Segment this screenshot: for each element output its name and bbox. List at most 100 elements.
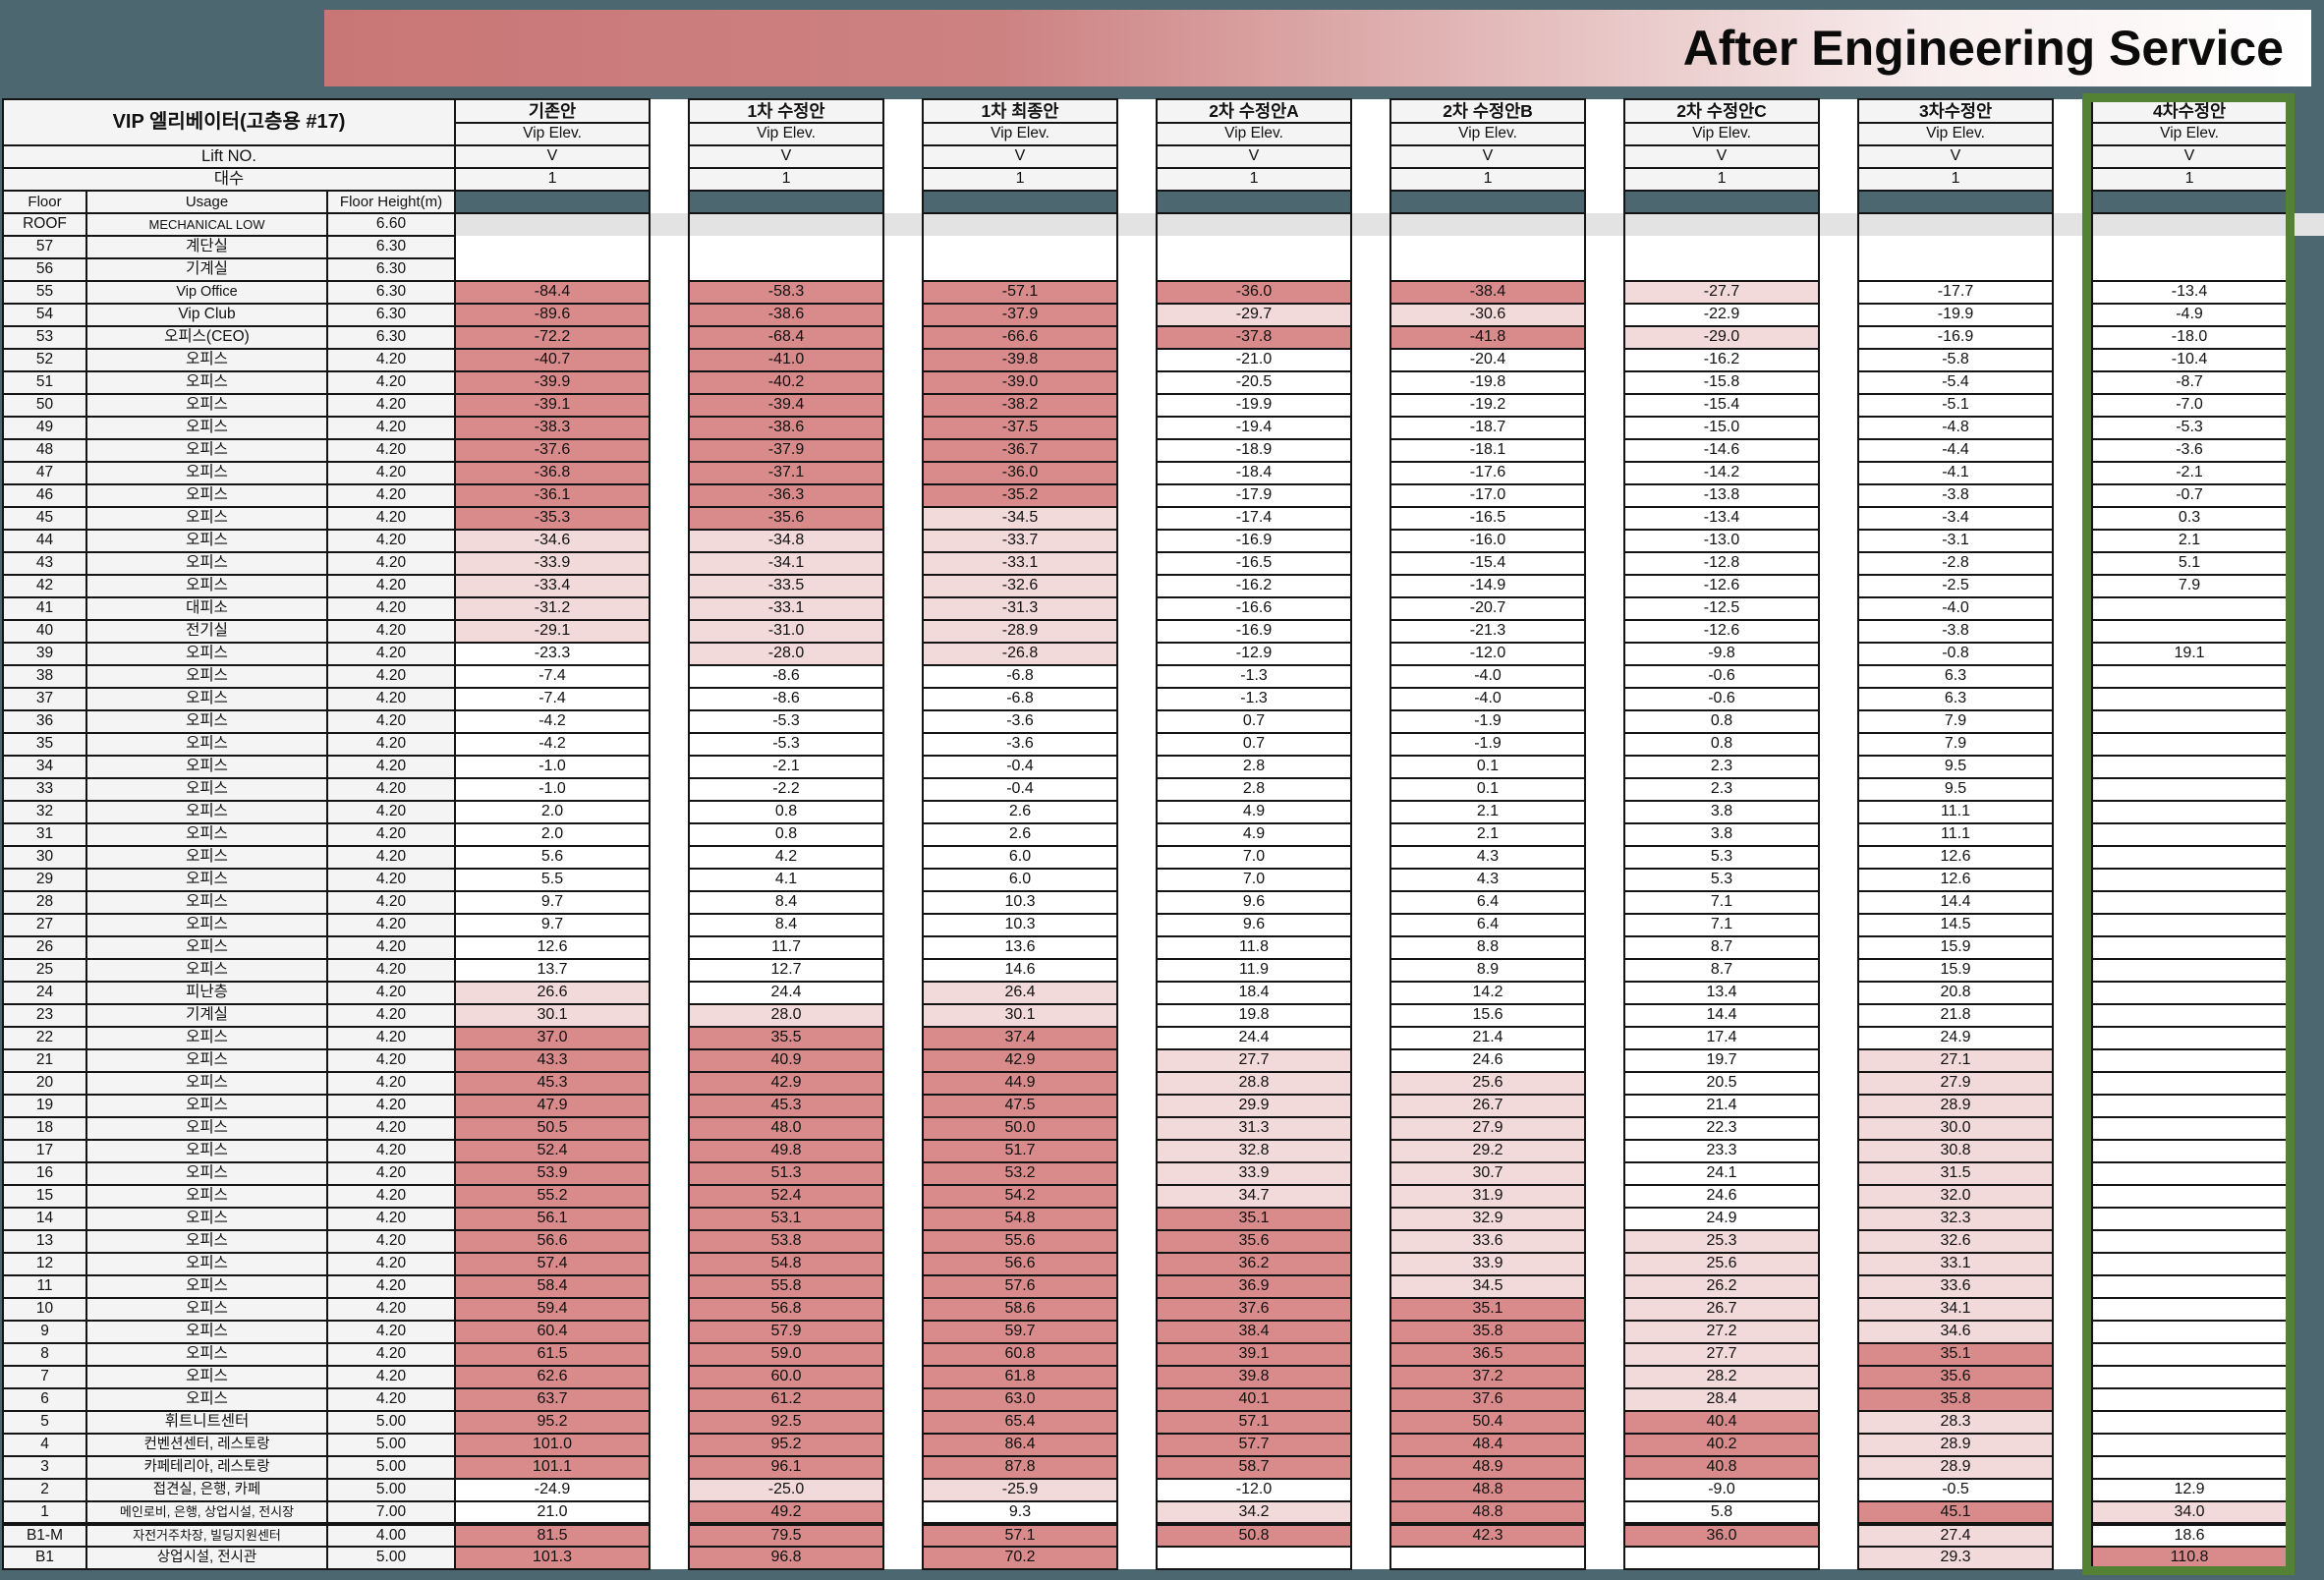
value-cell: 5.3 xyxy=(1623,845,1821,870)
value-cell: 9.5 xyxy=(1857,777,2055,802)
column-gap xyxy=(2287,484,2324,507)
value-cell: 21.8 xyxy=(1857,1003,2055,1028)
column-gap xyxy=(1351,371,1391,394)
value-cell xyxy=(2091,1387,2289,1412)
value-cell: 50.8 xyxy=(1156,1522,1353,1548)
value-cell: 7.0 xyxy=(1156,868,1353,892)
value-cell xyxy=(2091,1116,2289,1141)
column-gap xyxy=(650,665,690,688)
column-gap xyxy=(650,1185,690,1208)
value-cell: 9.7 xyxy=(454,890,652,915)
floor-cell: 14 xyxy=(2,1207,87,1231)
usage-cell: 오피스 xyxy=(85,732,328,757)
column-gap xyxy=(2053,417,2093,439)
column-gap xyxy=(1117,1072,1158,1095)
column-gap xyxy=(1117,1275,1158,1298)
column-gap xyxy=(1819,462,1859,484)
value-cell xyxy=(2091,868,2289,892)
column-gap xyxy=(1585,462,1625,484)
column-gap xyxy=(1351,530,1391,552)
usage-cell: 오피스 xyxy=(85,1252,328,1276)
floor-row: 8 오피스 4.20 61.5 59.0 60.8 39.1 36.5 27.7 35.1 xyxy=(2,1342,2324,1367)
value-cell: 4.2 xyxy=(688,845,885,870)
column-gap xyxy=(1585,1049,1625,1072)
value-cell: -17.6 xyxy=(1389,461,1587,485)
column-header-row: Floor Usage Floor Height(m) xyxy=(2,190,2324,214)
usage-cell: 오피스 xyxy=(85,822,328,847)
column-gap xyxy=(2287,145,2324,168)
floor-row: 36 오피스 4.20 -4.2 -5.3 -3.6 0.7 -1.9 0.8 7.9 xyxy=(2,709,2324,734)
column-gap xyxy=(1117,801,1158,823)
value-cell xyxy=(1623,235,1821,258)
usage-cell: 오피스 xyxy=(85,1071,328,1096)
floor-cell: 47 xyxy=(2,461,87,485)
value-cell: -41.8 xyxy=(1389,325,1587,350)
column-gap xyxy=(650,304,690,326)
value-cell xyxy=(2091,890,2289,915)
value-cell xyxy=(2091,1003,2289,1028)
column-gap xyxy=(1819,891,1859,914)
value-cell: 19.1 xyxy=(2091,642,2289,666)
floor-cell: 34 xyxy=(2,755,87,779)
value-cell xyxy=(2091,1252,2289,1276)
column-gap xyxy=(1819,1434,1859,1456)
column-gap xyxy=(650,1501,690,1524)
value-cell: -5.4 xyxy=(1857,370,2055,395)
column-gap xyxy=(1351,326,1391,349)
value-cell: -33.7 xyxy=(922,529,1119,553)
column-gap xyxy=(2287,1117,2324,1140)
column-gap xyxy=(883,936,924,959)
proposal-header-band xyxy=(688,190,885,214)
value-cell: 32.8 xyxy=(1156,1139,1353,1163)
value-cell: 3.8 xyxy=(1623,822,1821,847)
column-gap xyxy=(1351,778,1391,801)
value-cell xyxy=(922,257,1119,282)
floor-row: 20 오피스 4.20 45.3 42.9 44.9 28.8 25.6 20.5 27.9 xyxy=(2,1071,2324,1096)
value-cell: 30.7 xyxy=(1389,1161,1587,1186)
value-cell: 101.3 xyxy=(454,1546,652,1570)
value-cell: 42.9 xyxy=(922,1048,1119,1073)
floor-row: 22 오피스 4.20 37.0 35.5 37.4 24.4 21.4 17.4 24.9 xyxy=(2,1026,2324,1050)
value-cell: 40.8 xyxy=(1623,1455,1821,1480)
floor-cell: 31 xyxy=(2,822,87,847)
floor-row: 47 오피스 4.20 -36.8 -37.1 -36.0 -18.4 -17.6 -14.2 -… xyxy=(2,461,2324,485)
floor-height-cell: 4.20 xyxy=(325,1387,457,1412)
value-cell: -39.8 xyxy=(922,348,1119,372)
column-gap xyxy=(2053,1321,2093,1343)
value-cell: -23.3 xyxy=(454,642,652,666)
column-gap xyxy=(883,145,924,168)
column-gap xyxy=(650,213,690,236)
lift-no-row: Lift NO. V V V V V V V V xyxy=(1,144,2324,169)
value-cell: -34.6 xyxy=(454,529,652,553)
column-gap xyxy=(883,597,924,620)
column-gap xyxy=(883,326,924,349)
column-gap xyxy=(1117,1117,1158,1140)
proposal-unit-count: 1 xyxy=(1389,167,1587,192)
usage-cell: 오피스 xyxy=(85,1342,328,1367)
column-gap xyxy=(1117,756,1158,778)
column-gap xyxy=(650,123,690,145)
value-cell: 53.8 xyxy=(688,1229,885,1254)
value-cell: 21.0 xyxy=(454,1500,652,1525)
column-gap xyxy=(1351,1547,1391,1569)
floor-cell: 38 xyxy=(2,664,87,689)
value-cell: 5.8 xyxy=(1623,1500,1821,1525)
value-cell: 50.5 xyxy=(454,1116,652,1141)
value-cell: 5.1 xyxy=(2091,551,2289,576)
value-cell: 35.8 xyxy=(1389,1320,1587,1344)
value-cell: -33.4 xyxy=(454,574,652,598)
floor-cell: ROOF xyxy=(2,212,87,237)
column-gap xyxy=(1117,281,1158,304)
value-cell: 22.3 xyxy=(1623,1116,1821,1141)
proposal-lift-no: V xyxy=(2091,144,2289,169)
value-cell xyxy=(2091,235,2289,258)
value-cell: -13.4 xyxy=(2091,280,2289,305)
floor-row: 15 오피스 4.20 55.2 52.4 54.2 34.7 31.9 24.6 32.0 xyxy=(2,1184,2324,1209)
column-gap xyxy=(1819,1140,1859,1162)
column-gap xyxy=(883,959,924,982)
proposal-unit-count: 1 xyxy=(1857,167,2055,192)
column-gap xyxy=(1117,123,1158,145)
column-gap xyxy=(650,507,690,530)
column-gap xyxy=(1585,326,1625,349)
column-gap xyxy=(1819,530,1859,552)
